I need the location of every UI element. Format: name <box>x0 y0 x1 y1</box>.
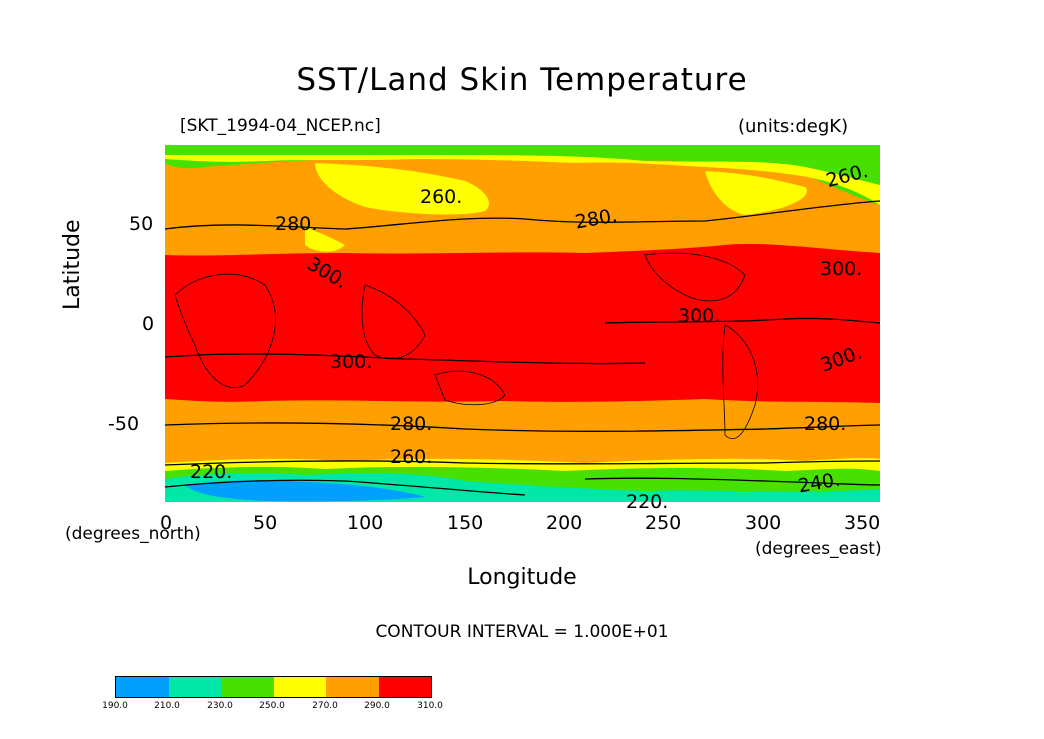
contour-label: 280. <box>275 213 318 235</box>
contour-label: 260. <box>390 446 433 468</box>
coastlines <box>174 252 759 440</box>
contour-label: 280. <box>390 413 433 435</box>
x-tick-label: 100 <box>347 512 384 534</box>
contour-label: 220. <box>190 461 233 483</box>
file-label: [SKT_1994-04_NCEP.nc] <box>180 116 381 136</box>
contour-label: 260. <box>420 186 463 208</box>
band-250-270-tibet <box>305 227 345 252</box>
contour-label: 300. <box>330 351 373 373</box>
contour-label: 300. <box>678 305 721 327</box>
band-190-210 <box>185 480 425 502</box>
legend-label: 230.0 <box>207 701 233 711</box>
band-250-270-canada <box>705 171 807 215</box>
contour-label: 300. <box>820 258 863 280</box>
temperature-map <box>165 145 880 502</box>
x-tick-label: 250 <box>645 512 682 534</box>
legend-label: 310.0 <box>417 701 443 711</box>
y-tick-label: 0 <box>142 313 155 335</box>
legend-label: 210.0 <box>154 701 180 711</box>
legend-swatch <box>221 677 274 697</box>
legend-label: 290.0 <box>364 701 390 711</box>
latitude-unit-label: (degrees_north) <box>65 524 201 544</box>
y-axis-title: Latitude <box>60 219 85 310</box>
x-axis-title: Longitude <box>467 565 577 590</box>
units-label: (units:degK) <box>738 116 849 137</box>
legend-swatch <box>168 677 221 697</box>
legend-label: 250.0 <box>259 701 285 711</box>
band-250-270-siberia <box>315 163 489 215</box>
legend-label: 190.0 <box>102 701 128 711</box>
x-tick-label: 300 <box>745 512 782 534</box>
band-290-310 <box>165 243 880 403</box>
x-tick-label: 150 <box>447 512 484 534</box>
x-tick-label: 350 <box>844 512 881 534</box>
band-250-270-north-edge <box>165 155 880 205</box>
legend-label: 270.0 <box>312 701 338 711</box>
legend-swatch <box>326 677 379 697</box>
band-230-250-north <box>165 145 880 205</box>
longitude-unit-label: (degrees_east) <box>755 539 882 559</box>
chart-title: SST/Land Skin Temperature <box>296 62 748 98</box>
map-plot <box>165 145 880 502</box>
contour-interval-note: CONTOUR INTERVAL = 1.000E+01 <box>375 622 669 642</box>
color-legend <box>115 676 432 698</box>
contour-lines <box>165 200 880 496</box>
x-tick-label: 0 <box>160 512 173 534</box>
contour-label: 220. <box>626 491 669 513</box>
legend-swatch <box>378 677 431 697</box>
x-tick-label: 200 <box>546 512 583 534</box>
legend-swatch <box>116 677 169 697</box>
x-tick-label: 50 <box>253 512 278 534</box>
y-tick-label: -50 <box>108 413 140 435</box>
y-tick-label: 50 <box>129 213 154 235</box>
legend-swatch <box>273 677 326 697</box>
contour-label: 280. <box>804 413 847 435</box>
